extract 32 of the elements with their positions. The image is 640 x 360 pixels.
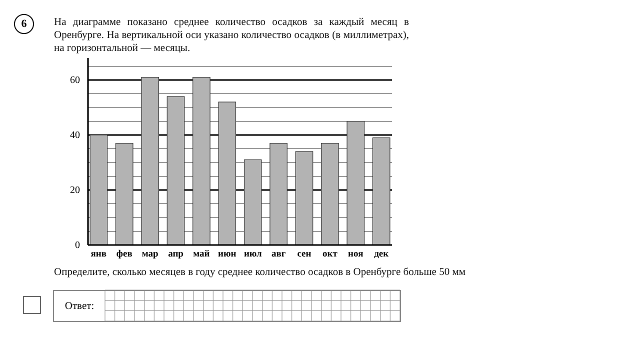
bar [166, 96, 185, 246]
x-tick-label: дек [374, 250, 390, 260]
y-tick-label: 60 [70, 75, 80, 86]
bar [346, 120, 365, 246]
x-tick-label: авг [271, 250, 286, 260]
answer-field: Ответ: [53, 290, 401, 322]
x-tick-label: сен [297, 250, 312, 260]
y-tick-label: 40 [70, 130, 80, 142]
bar [115, 142, 134, 246]
bar [218, 102, 236, 246]
x-tick-label: фев [116, 250, 132, 260]
x-tick-label: окт [322, 250, 338, 260]
bar [270, 142, 288, 246]
bar [372, 137, 390, 246]
x-tick-label: июл [244, 250, 262, 260]
y-tick-label: 20 [70, 185, 80, 196]
bar [192, 76, 210, 246]
text: Определите, сколько месяцев в году среднее количество осадков в Оренбурге больше 50 мм [54, 266, 466, 279]
bar [295, 151, 314, 246]
x-tick-label: ноя [348, 250, 364, 260]
x-tick-label: май [193, 250, 210, 260]
bar [244, 159, 262, 246]
x-tick-label: янв [90, 250, 107, 260]
x-tick-label: июн [218, 250, 237, 260]
bar [90, 134, 108, 246]
x-tick-label: апр [168, 250, 184, 260]
bar [321, 142, 339, 246]
y-tick-label: 0 [75, 240, 80, 252]
bar [141, 76, 159, 246]
x-tick-label: мар [142, 250, 158, 260]
number-circle: 6 [14, 14, 34, 34]
chart-title: На диаграмме показано среднее количество осадков за каждый месяц в Оренбурге. На вертикальной оси указано количество осадков (в миллиметрах), на горизонтальной — месяцы. [54, 16, 409, 55]
